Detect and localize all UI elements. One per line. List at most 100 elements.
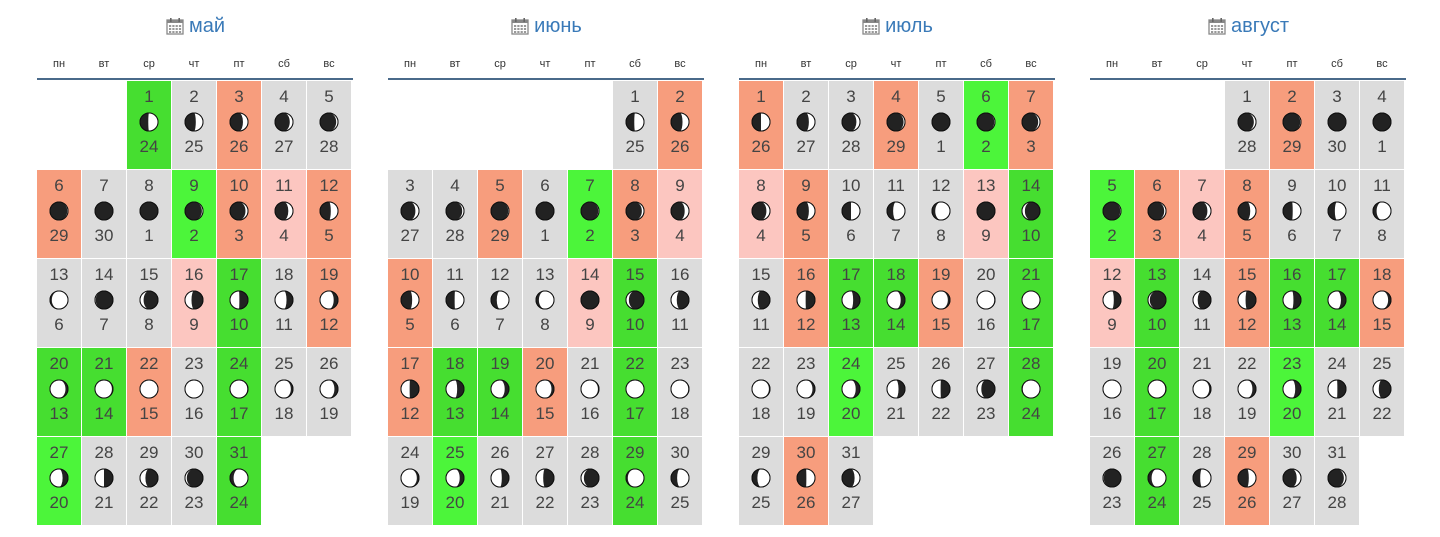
day-cell[interactable]: 17 12 <box>388 348 432 436</box>
day-cell[interactable]: 24 17 <box>217 348 261 436</box>
day-cell[interactable]: 3 26 <box>217 81 261 169</box>
day-cell[interactable]: 18 13 <box>433 348 477 436</box>
day-cell[interactable]: 19 15 <box>919 259 963 347</box>
day-cell[interactable]: 27 20 <box>37 437 81 525</box>
day-cell[interactable]: 22 17 <box>613 348 657 436</box>
day-cell[interactable]: 16 11 <box>658 259 702 347</box>
day-cell[interactable]: 1 25 <box>613 81 657 169</box>
day-cell[interactable]: 23 19 <box>784 348 828 436</box>
day-cell[interactable]: 12 7 <box>478 259 522 347</box>
day-cell[interactable]: 4 27 <box>262 81 306 169</box>
day-cell[interactable]: 18 11 <box>262 259 306 347</box>
day-cell[interactable]: 14 9 <box>568 259 612 347</box>
day-cell[interactable]: 29 22 <box>127 437 171 525</box>
day-cell[interactable]: 6 29 <box>37 170 81 258</box>
day-cell[interactable]: 27 22 <box>523 437 567 525</box>
day-cell[interactable]: 18 15 <box>1360 259 1404 347</box>
day-cell[interactable]: 10 7 <box>1315 170 1359 258</box>
day-cell[interactable]: 1 24 <box>127 81 171 169</box>
day-cell[interactable]: 20 15 <box>523 348 567 436</box>
day-cell[interactable]: 10 6 <box>829 170 873 258</box>
day-cell[interactable]: 31 24 <box>217 437 261 525</box>
day-cell[interactable]: 16 9 <box>172 259 216 347</box>
day-cell[interactable]: 2 26 <box>658 81 702 169</box>
day-cell[interactable]: 30 27 <box>1270 437 1314 525</box>
day-cell[interactable]: 26 21 <box>478 437 522 525</box>
day-cell[interactable]: 21 18 <box>1180 348 1224 436</box>
day-cell[interactable]: 15 12 <box>1225 259 1269 347</box>
day-cell[interactable]: 5 29 <box>478 170 522 258</box>
day-cell[interactable]: 21 17 <box>1009 259 1053 347</box>
day-cell[interactable]: 26 19 <box>307 348 351 436</box>
day-cell[interactable]: 19 14 <box>478 348 522 436</box>
day-cell[interactable]: 31 27 <box>829 437 873 525</box>
day-cell[interactable]: 4 29 <box>874 81 918 169</box>
day-cell[interactable]: 24 19 <box>388 437 432 525</box>
day-cell[interactable]: 26 23 <box>1090 437 1134 525</box>
day-cell[interactable]: 13 9 <box>964 170 1008 258</box>
day-cell[interactable]: 18 14 <box>874 259 918 347</box>
day-cell[interactable]: 11 7 <box>874 170 918 258</box>
day-cell[interactable]: 28 24 <box>1009 348 1053 436</box>
day-cell[interactable]: 22 18 <box>739 348 783 436</box>
day-cell[interactable]: 22 15 <box>127 348 171 436</box>
day-cell[interactable]: 4 28 <box>433 170 477 258</box>
day-cell[interactable]: 3 28 <box>829 81 873 169</box>
day-cell[interactable]: 17 13 <box>829 259 873 347</box>
day-cell[interactable]: 30 26 <box>784 437 828 525</box>
day-cell[interactable]: 23 16 <box>172 348 216 436</box>
day-cell[interactable]: 15 10 <box>613 259 657 347</box>
day-cell[interactable]: 13 8 <box>523 259 567 347</box>
day-cell[interactable]: 11 8 <box>1360 170 1404 258</box>
day-cell[interactable]: 2 25 <box>172 81 216 169</box>
day-cell[interactable]: 15 11 <box>739 259 783 347</box>
day-cell[interactable]: 20 13 <box>37 348 81 436</box>
day-cell[interactable]: 2 27 <box>784 81 828 169</box>
day-cell[interactable]: 12 9 <box>1090 259 1134 347</box>
day-cell[interactable]: 29 25 <box>739 437 783 525</box>
day-cell[interactable]: 10 3 <box>217 170 261 258</box>
day-cell[interactable]: 28 25 <box>1180 437 1224 525</box>
day-cell[interactable]: 21 14 <box>82 348 126 436</box>
day-cell[interactable]: 2 29 <box>1270 81 1314 169</box>
day-cell[interactable]: 29 26 <box>1225 437 1269 525</box>
day-cell[interactable]: 5 28 <box>307 81 351 169</box>
day-cell[interactable]: 7 30 <box>82 170 126 258</box>
day-cell[interactable]: 25 22 <box>1360 348 1404 436</box>
day-cell[interactable]: 21 16 <box>568 348 612 436</box>
day-cell[interactable]: 27 23 <box>964 348 1008 436</box>
day-cell[interactable]: 29 24 <box>613 437 657 525</box>
day-cell[interactable]: 23 18 <box>658 348 702 436</box>
day-cell[interactable]: 16 13 <box>1270 259 1314 347</box>
day-cell[interactable]: 19 12 <box>307 259 351 347</box>
day-cell[interactable]: 13 6 <box>37 259 81 347</box>
day-cell[interactable]: 1 26 <box>739 81 783 169</box>
day-cell[interactable]: 31 28 <box>1315 437 1359 525</box>
day-cell[interactable]: 25 18 <box>262 348 306 436</box>
day-cell[interactable]: 17 14 <box>1315 259 1359 347</box>
day-cell[interactable]: 26 22 <box>919 348 963 436</box>
day-cell[interactable]: 10 5 <box>388 259 432 347</box>
day-cell[interactable]: 14 7 <box>82 259 126 347</box>
day-cell[interactable]: 19 16 <box>1090 348 1134 436</box>
day-cell[interactable]: 27 24 <box>1135 437 1179 525</box>
day-cell[interactable]: 24 21 <box>1315 348 1359 436</box>
day-cell[interactable]: 11 6 <box>433 259 477 347</box>
day-cell[interactable]: 11 4 <box>262 170 306 258</box>
day-cell[interactable]: 23 20 <box>1270 348 1314 436</box>
